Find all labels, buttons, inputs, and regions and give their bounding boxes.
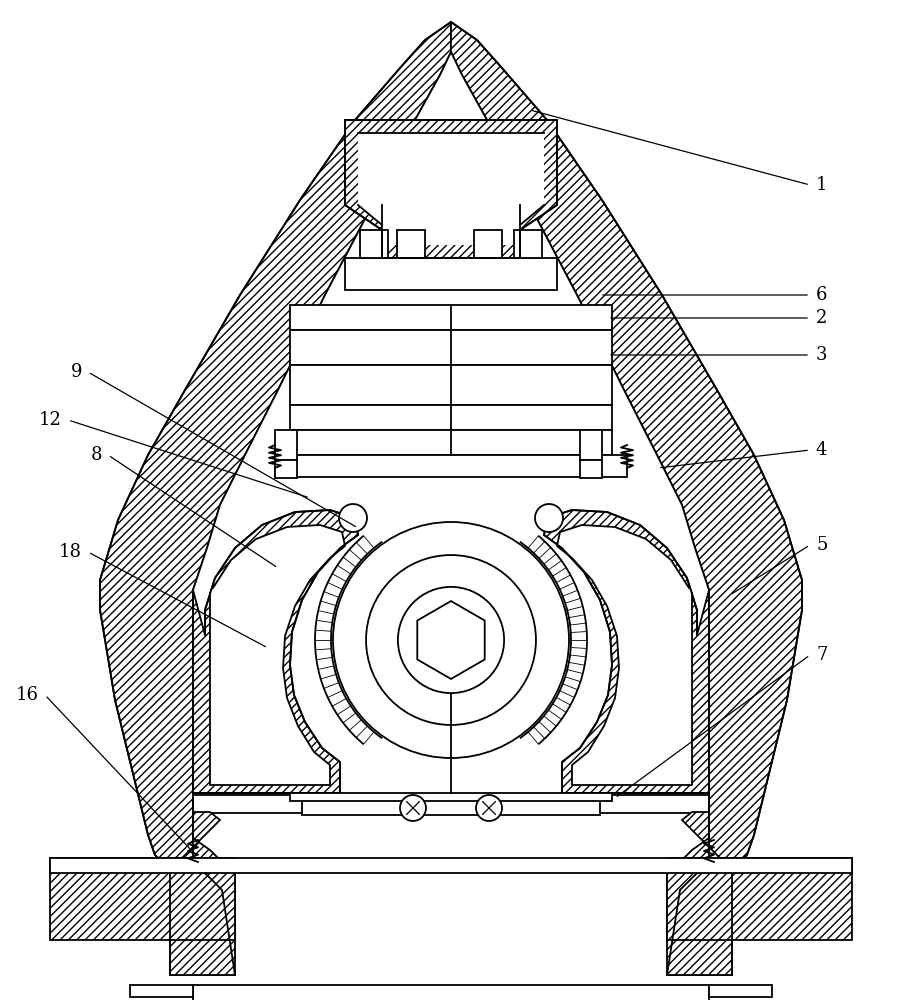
Circle shape — [366, 555, 536, 725]
Text: 18: 18 — [59, 543, 82, 561]
Polygon shape — [544, 510, 709, 793]
Text: 2: 2 — [816, 309, 827, 327]
Bar — [275, 460, 297, 478]
Text: 1: 1 — [816, 176, 827, 194]
Bar — [709, 985, 772, 997]
Text: 9: 9 — [70, 363, 82, 381]
Bar — [474, 230, 502, 258]
Polygon shape — [418, 601, 484, 679]
Bar — [360, 230, 388, 258]
Polygon shape — [451, 22, 802, 975]
Bar — [345, 258, 557, 290]
Text: 3: 3 — [816, 346, 827, 364]
Text: 16: 16 — [16, 686, 39, 704]
Polygon shape — [557, 525, 692, 785]
Bar — [302, 795, 600, 815]
Bar — [290, 305, 612, 330]
Polygon shape — [100, 22, 451, 975]
Bar — [580, 460, 602, 478]
Text: 4: 4 — [816, 441, 827, 459]
Circle shape — [339, 504, 367, 532]
Bar — [290, 365, 612, 405]
Bar — [193, 985, 709, 1000]
Bar — [514, 230, 542, 258]
Polygon shape — [358, 133, 544, 245]
Bar — [275, 455, 627, 477]
Circle shape — [333, 522, 569, 758]
Bar — [193, 795, 709, 813]
Bar — [50, 858, 852, 873]
Bar — [290, 793, 612, 801]
Polygon shape — [50, 858, 235, 940]
Polygon shape — [193, 52, 709, 975]
Polygon shape — [170, 812, 235, 975]
Polygon shape — [667, 858, 852, 940]
Polygon shape — [210, 525, 345, 785]
Bar — [580, 430, 602, 460]
Bar — [290, 405, 612, 430]
Polygon shape — [667, 812, 732, 975]
Text: 12: 12 — [39, 411, 62, 429]
Text: 8: 8 — [90, 446, 102, 464]
Polygon shape — [193, 510, 358, 793]
Text: 5: 5 — [816, 536, 827, 554]
Text: 6: 6 — [816, 286, 827, 304]
Circle shape — [400, 795, 426, 821]
Bar — [397, 230, 425, 258]
Circle shape — [398, 587, 504, 693]
Circle shape — [476, 795, 502, 821]
Bar — [290, 330, 612, 365]
Bar — [130, 985, 193, 997]
Polygon shape — [345, 120, 557, 258]
Circle shape — [535, 504, 563, 532]
Bar — [275, 430, 297, 460]
Bar — [290, 430, 612, 455]
Text: 7: 7 — [816, 646, 827, 664]
